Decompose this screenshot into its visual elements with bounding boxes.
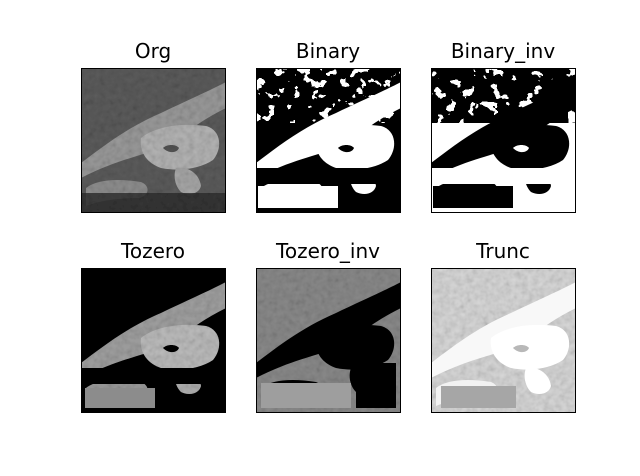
panel-title-tozero: Tozero bbox=[120, 239, 185, 263]
image-tozero-inv bbox=[256, 268, 401, 413]
panel-title-tozero-inv: Tozero_inv bbox=[275, 239, 380, 263]
image-binary bbox=[256, 68, 401, 213]
panel-title-binary-inv: Binary_inv bbox=[451, 39, 556, 63]
image-trunc bbox=[431, 268, 576, 413]
image-binary-inv bbox=[431, 68, 576, 213]
image-tozero bbox=[81, 268, 226, 413]
image-org bbox=[81, 68, 226, 213]
panel-title-trunc: Trunc bbox=[475, 239, 530, 263]
panel-title-binary: Binary bbox=[296, 39, 360, 63]
panel-title-org: Org bbox=[135, 39, 171, 63]
